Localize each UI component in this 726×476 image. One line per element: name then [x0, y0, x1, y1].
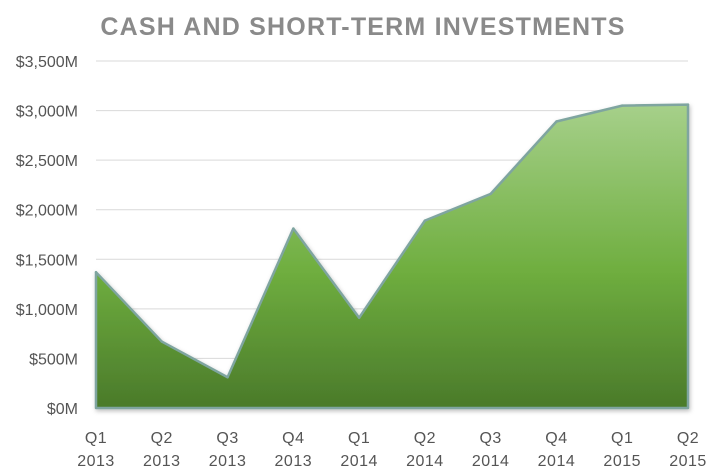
y-tick-label: $3,500M — [16, 54, 78, 71]
data-point — [226, 376, 229, 379]
y-tick-label: $1,000M — [16, 302, 78, 319]
x-tick-label-year: 2014 — [472, 453, 510, 470]
y-axis-tick-labels: $0M $500M $1,000M $1,500M $2,000M $2,500M $3,0… — [16, 54, 78, 418]
data-point — [621, 104, 624, 107]
data-point — [489, 192, 492, 196]
x-tick-label-year: 2013 — [77, 453, 115, 470]
x-tick-label-year: 2013 — [143, 453, 181, 470]
data-point — [292, 227, 295, 230]
data-point — [357, 316, 361, 319]
y-tick-label: $3,000M — [16, 104, 78, 121]
y-tick-label: $0M — [47, 401, 78, 418]
x-tick-label-year: 2015 — [669, 453, 707, 470]
x-tick-label-year: 2015 — [603, 453, 641, 470]
x-tick-label-quarter: Q4 — [282, 430, 304, 447]
y-tick-label: $1,500M — [16, 252, 78, 269]
data-point — [686, 103, 690, 106]
data-point — [94, 270, 98, 274]
y-tick-label: $2,000M — [16, 203, 78, 220]
area-fill — [94, 103, 690, 410]
x-tick-label-quarter: Q2 — [414, 430, 436, 447]
x-tick-label-quarter: Q1 — [348, 430, 370, 447]
x-tick-label-year: 2014 — [340, 453, 378, 470]
x-tick-label-quarter: Q3 — [216, 430, 238, 447]
x-tick-label-quarter: Q1 — [611, 430, 633, 447]
x-tick-label-year: 2014 — [538, 453, 576, 470]
x-tick-label-year: 2013 — [209, 453, 247, 470]
y-tick-label: $500M — [29, 351, 78, 368]
x-tick-label-quarter: Q3 — [479, 430, 501, 447]
x-tick-label-quarter: Q1 — [85, 430, 107, 447]
x-tick-label-quarter: Q2 — [677, 430, 699, 447]
data-point — [423, 219, 427, 222]
x-tick-label-quarter: Q2 — [151, 430, 173, 447]
y-tick-label: $2,500M — [16, 153, 78, 170]
area-series — [94, 103, 690, 410]
x-tick-label-quarter: Q4 — [545, 430, 567, 447]
x-tick-label-year: 2013 — [275, 453, 313, 470]
data-point — [160, 340, 163, 343]
chart-title: CASH AND SHORT-TERM INVESTMENTS — [100, 13, 625, 41]
x-axis-tick-labels: Q1 2013 Q2 2013 Q3 2013 Q4 2013 Q1 2014 Q2 2014 Q3 20… — [77, 430, 707, 470]
x-tick-label-year: 2014 — [406, 453, 444, 470]
data-point — [555, 120, 558, 123]
